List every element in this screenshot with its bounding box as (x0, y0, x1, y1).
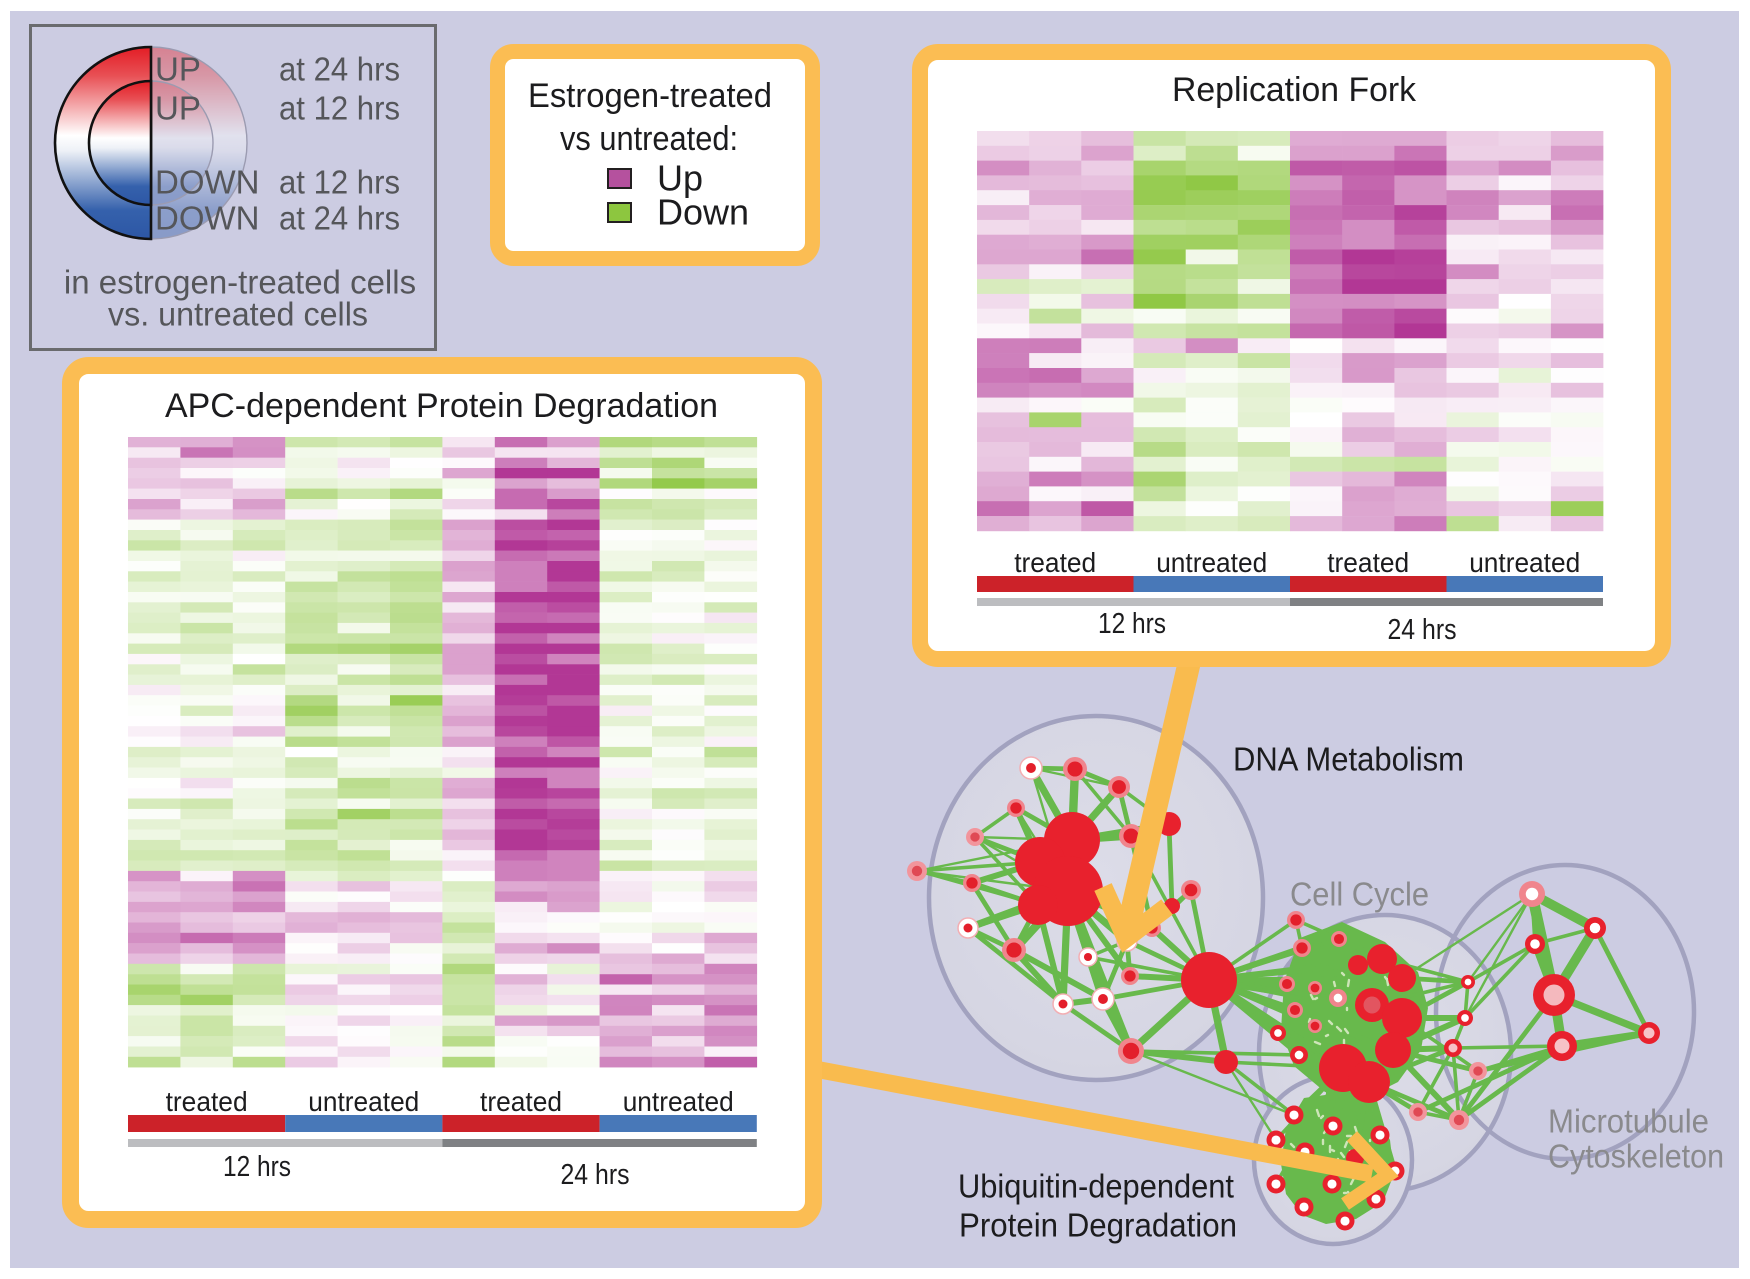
svg-text:DNA Metabolism: DNA Metabolism (1233, 741, 1464, 778)
svg-text:Up: Up (657, 158, 703, 199)
svg-text:untreated: untreated (1156, 547, 1267, 578)
svg-text:at 12 hrs: at 12 hrs (279, 164, 400, 201)
svg-text:DOWN: DOWN (155, 164, 259, 201)
svg-text:treated: treated (1327, 547, 1409, 578)
svg-text:at 12 hrs: at 12 hrs (279, 90, 400, 127)
svg-text:Cell Cycle: Cell Cycle (1290, 876, 1429, 913)
svg-text:untreated: untreated (1469, 547, 1580, 578)
svg-text:Replication Fork: Replication Fork (1172, 71, 1417, 109)
svg-text:treated: treated (480, 1086, 562, 1117)
svg-text:treated: treated (1014, 547, 1096, 578)
svg-text:Estrogen-treated: Estrogen-treated (528, 77, 772, 115)
svg-text:12 hrs: 12 hrs (223, 1151, 291, 1183)
svg-text:24 hrs: 24 hrs (561, 1159, 630, 1191)
svg-text:APC-dependent Protein Degradat: APC-dependent Protein Degradation (165, 387, 718, 425)
svg-text:Protein Degradation: Protein Degradation (959, 1207, 1237, 1244)
svg-text:at 24 hrs: at 24 hrs (279, 200, 400, 237)
svg-text:at 24 hrs: at 24 hrs (279, 51, 400, 88)
svg-text:UP: UP (155, 51, 201, 88)
svg-text:24 hrs: 24 hrs (1388, 614, 1457, 646)
svg-text:DOWN: DOWN (155, 200, 259, 237)
svg-text:Microtubule: Microtubule (1548, 1103, 1709, 1140)
svg-text:Ubiquitin-dependent: Ubiquitin-dependent (958, 1168, 1234, 1205)
svg-text:vs. untreated cells: vs. untreated cells (108, 296, 368, 333)
svg-text:untreated: untreated (308, 1086, 419, 1117)
svg-text:Down: Down (657, 192, 749, 233)
svg-text:UP: UP (155, 90, 201, 127)
svg-text:untreated: untreated (623, 1086, 734, 1117)
svg-text:in estrogen-treated cells: in estrogen-treated cells (64, 264, 416, 301)
svg-text:treated: treated (166, 1086, 248, 1117)
svg-text:12 hrs: 12 hrs (1098, 608, 1166, 640)
svg-text:vs untreated:: vs untreated: (560, 120, 738, 158)
svg-text:Cytoskeleton: Cytoskeleton (1548, 1138, 1724, 1175)
